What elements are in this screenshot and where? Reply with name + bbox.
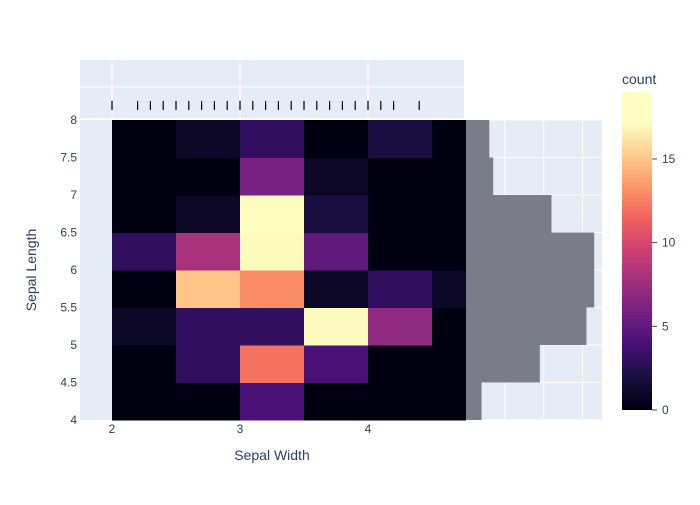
heatmap-cell: [304, 382, 369, 421]
colorbar-tick-label: 0: [662, 403, 669, 417]
x-tick-label: 4: [365, 422, 372, 436]
y-tick-label: 6.5: [60, 226, 77, 240]
heatmap-cell: [112, 270, 177, 308]
heatmap-cell: [240, 307, 305, 346]
heatmap-cell: [304, 120, 369, 158]
histogram-bar: [466, 307, 587, 345]
heatmap-cell: [176, 307, 241, 346]
heatmap-cell: [112, 382, 177, 421]
heatmap-cell: [240, 195, 305, 233]
heatmap-cell: [112, 120, 177, 158]
heatmap-cell: [304, 307, 369, 346]
x-axis-title: Sepal Width: [234, 447, 309, 463]
histogram-bar: [466, 382, 482, 420]
heatmap-cell: [240, 232, 305, 271]
heatmap-cell: [368, 232, 433, 271]
y-tick-label: 7: [70, 188, 77, 202]
heatmap-cell: [368, 307, 433, 346]
heatmap-cell: [368, 195, 433, 233]
heatmap-cell: [368, 345, 433, 383]
heatmap-cell: [176, 382, 241, 421]
heatmap-cell: [368, 270, 433, 308]
heatmap-cell: [112, 345, 177, 383]
x-tick-label: 2: [109, 422, 116, 436]
rug-marks: [111, 101, 420, 110]
heatmap-cell: [304, 195, 369, 233]
heatmap-cells: [112, 120, 497, 421]
heatmap-cell: [304, 270, 369, 308]
heatmap-cell: [112, 307, 177, 346]
heatmap-cell: [240, 157, 305, 196]
y-axis-title: Sepal Length: [23, 229, 39, 312]
histogram-bar: [466, 157, 494, 195]
heatmap-cell: [240, 345, 305, 383]
x-axis-ticks: 2 3 4: [109, 422, 372, 436]
heatmap-cell: [368, 120, 433, 158]
heatmap-cell: [368, 157, 433, 196]
heatmap-cell: [304, 157, 369, 196]
colorbar-tick-label: 15: [662, 152, 676, 166]
y-tick-label: 5: [70, 338, 77, 352]
colorbar-gradient: [622, 92, 652, 410]
heatmap-cell: [176, 270, 241, 308]
y-tick-label: 5.5: [60, 301, 77, 315]
y-tick-label: 6: [70, 263, 77, 277]
heatmap-cell: [112, 195, 177, 233]
heatmap-cell: [304, 232, 369, 271]
y-tick-label: 7.5: [60, 151, 77, 165]
heatmap-cell: [176, 157, 241, 196]
colorbar-tick-label: 5: [662, 319, 669, 333]
histogram-bar: [466, 345, 540, 383]
heatmap-cell: [240, 120, 305, 158]
heatmap-cell: [176, 345, 241, 383]
heatmap-cell: [240, 270, 305, 308]
colorbar-title: count: [622, 71, 656, 87]
heatmap-cell: [176, 195, 241, 233]
histogram-bars: [466, 120, 595, 420]
heatmap-cell: [112, 232, 177, 271]
heatmap-cell: [176, 120, 241, 158]
histogram-bar: [466, 120, 490, 158]
colorbar-ticks: 0 5 10 15: [652, 152, 676, 417]
histogram-bar: [466, 270, 595, 308]
heatmap-cell: [304, 345, 369, 383]
x-tick-label: 3: [237, 422, 244, 436]
heatmap-cell: [176, 232, 241, 271]
rug-panel-background: [80, 60, 464, 118]
y-axis-ticks: 4 4.5 5 5.5 6 6.5 7 7.5 8: [60, 113, 77, 427]
y-tick-label: 4.5: [60, 376, 77, 390]
colorbar-tick-label: 10: [662, 236, 676, 250]
y-tick-label: 4: [70, 413, 77, 427]
histogram-bar: [466, 195, 552, 233]
heatmap-cell: [240, 382, 305, 421]
heatmap-cell: [112, 157, 177, 196]
heatmap-cell: [368, 382, 433, 421]
histogram-bar: [466, 232, 595, 270]
y-tick-label: 8: [70, 113, 77, 127]
